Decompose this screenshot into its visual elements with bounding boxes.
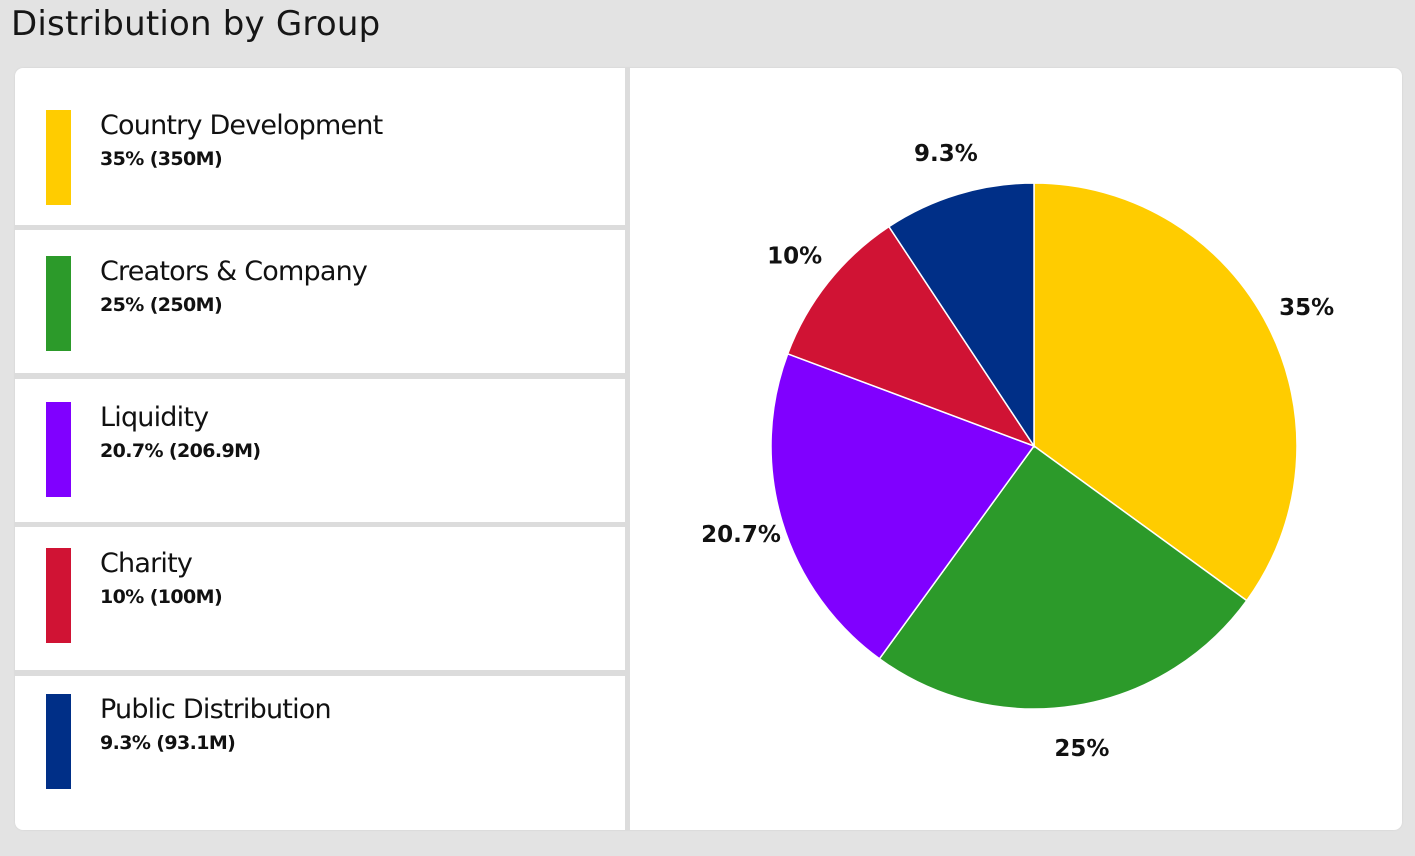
chart-panel: 35% 25% 20.7% 10% 9.3%: [630, 68, 1402, 830]
pie-slice-public-distribution: [887, 182, 1035, 449]
legend-panel: Country Development 35% (350M) Creators …: [15, 68, 625, 830]
legend-item-value: 9.3% (93.1M): [100, 732, 236, 754]
legend-item-creators-company: Creators & Company 25% (250M): [15, 230, 625, 373]
pie-slice-liquidity: [770, 352, 1036, 660]
pie-label: 9.3%: [914, 141, 978, 167]
legend-item-value: 10% (100M): [100, 586, 223, 608]
legend-swatch: [46, 402, 71, 497]
legend-item-value: 20.7% (206.9M): [100, 440, 261, 462]
pie-label: 35%: [1279, 295, 1334, 321]
pie-label: 20.7%: [701, 522, 781, 548]
legend-swatch: [46, 110, 71, 205]
legend-item-label: Creators & Company: [100, 256, 368, 287]
pie-slice-creators-company: [878, 444, 1248, 710]
legend-item-label: Public Distribution: [100, 694, 332, 725]
legend-item-label: Charity: [100, 548, 193, 579]
legend-item-charity: Charity 10% (100M): [15, 527, 625, 670]
legend-item-value: 35% (350M): [100, 148, 223, 170]
pie-label: 10%: [767, 243, 822, 269]
pie-slice-charity: [786, 225, 1036, 448]
pie-label: 25%: [1054, 736, 1109, 762]
legend-swatch: [46, 548, 71, 643]
legend-item-public-distribution: Public Distribution 9.3% (93.1M): [15, 676, 625, 830]
pie-slice-country-development: [1033, 182, 1298, 602]
page-title: Distribution by Group: [11, 4, 381, 44]
legend-item-label: Liquidity: [100, 402, 209, 433]
pie-chart: 35% 25% 20.7% 10% 9.3%: [701, 141, 1334, 762]
distribution-card: Country Development 35% (350M) Creators …: [15, 68, 1402, 830]
legend-item-label: Country Development: [100, 110, 383, 141]
legend-item-value: 25% (250M): [100, 294, 223, 316]
legend-item-liquidity: Liquidity 20.7% (206.9M): [15, 379, 625, 522]
legend-swatch: [46, 694, 71, 789]
legend-swatch: [46, 256, 71, 351]
legend-item-country-development: Country Development 35% (350M): [15, 68, 625, 225]
